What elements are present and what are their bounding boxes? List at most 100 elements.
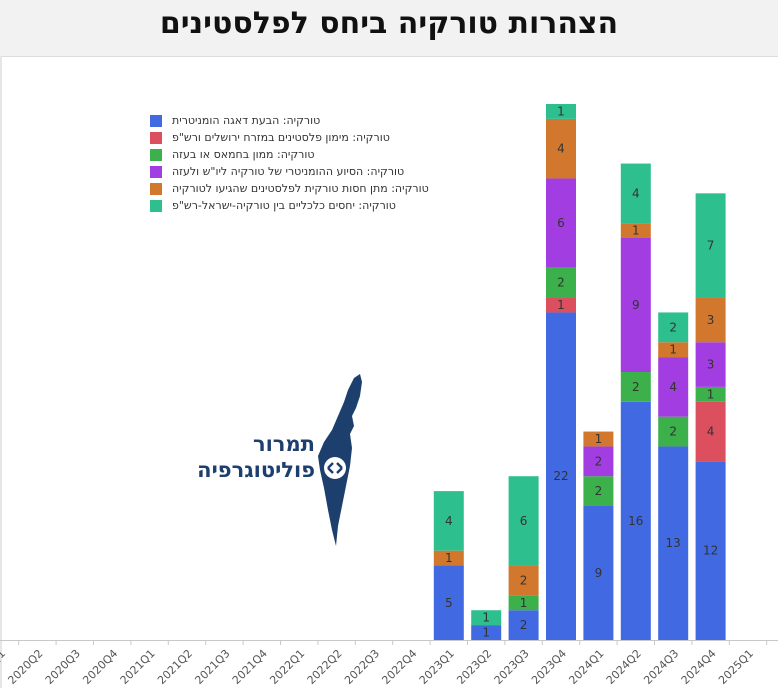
bar-segment: [546, 104, 576, 119]
bar-segment: [695, 297, 726, 343]
x-tick-label: 2020Q4: [80, 647, 120, 687]
legend-label: טורקיה: ממון בחמאס או בעזה: [172, 148, 315, 161]
bar-segment: [583, 476, 614, 506]
legend-item: טורקיה: מימון פלסטינים במזרח ירושלים ורש…: [150, 129, 429, 146]
frame-border: [0, 56, 2, 688]
data-label: 2: [520, 618, 528, 632]
x-tick-label: 0Q1: [0, 647, 8, 672]
bar-segment: [546, 178, 576, 268]
legend-item: טורקיה: הסיוע ההומניטרי של טורקיה ליו"ש …: [150, 163, 429, 180]
data-label: 4: [445, 514, 453, 528]
data-label: 5: [445, 596, 453, 610]
x-tick-label: 2023Q4: [529, 647, 569, 687]
data-label: 22: [553, 469, 568, 483]
data-label: 1: [557, 298, 565, 312]
x-tick-label: 2023Q3: [492, 647, 532, 687]
bar-segment: [546, 118, 576, 179]
legend-item: טורקיה: ממון בחמאס או בעזה: [150, 146, 429, 163]
data-label: 2: [557, 276, 565, 290]
bar-segment: [695, 386, 726, 402]
bar-segment: [620, 163, 651, 224]
bar-segment: [658, 342, 689, 358]
legend-swatch: [150, 131, 162, 144]
bar-segment: [583, 506, 614, 640]
legend-item: טורקיה: מתן חסות טורקית לפלסטינים שהגיעו…: [150, 180, 429, 197]
x-tick-label: 2021Q4: [230, 647, 270, 687]
x-tick-label: 2024Q3: [641, 647, 681, 687]
bar-segment: [620, 223, 651, 238]
bar-segment: [508, 565, 539, 596]
bar-segment: [658, 446, 689, 640]
legend-label: טורקיה: יחסים כלכליים בין טורקיה-ישראל-ר…: [172, 199, 396, 212]
bar-segment: [620, 238, 651, 372]
x-tick-label: 2025Q1: [716, 647, 756, 687]
data-label: 3: [707, 358, 715, 372]
x-tick-label: 2024Q4: [679, 647, 719, 687]
x-tick-label: 2021Q1: [118, 647, 158, 687]
legend-label: טורקיה: הסיוע ההומניטרי של טורקיה ליו"ש …: [172, 165, 405, 178]
bar-segment: [695, 461, 726, 640]
legend-swatch: [150, 182, 162, 195]
bar-segment: [658, 416, 689, 447]
data-label: 4: [557, 142, 565, 156]
map-icon: [318, 374, 362, 546]
bar-segment: [583, 446, 614, 477]
legend-label: טורקיה: מימון פלסטינים במזרח ירושלים ורש…: [172, 131, 390, 144]
bar-segment: [546, 312, 576, 640]
x-tick-label: 2024Q1: [566, 647, 606, 687]
title-bar: הצהרות טורקיה ביחס לפלסטינים: [0, 0, 778, 57]
legend-item: טורקיה: יחסים כלכליים בין טורקיה-ישראל-ר…: [150, 197, 429, 214]
data-label: 1: [445, 551, 453, 565]
data-label: 4: [707, 425, 715, 439]
bar-segment: [695, 401, 726, 462]
legend-swatch: [150, 114, 162, 127]
x-tick-label: 2022Q4: [379, 647, 419, 687]
bar-segment: [471, 610, 502, 626]
data-label: 1: [482, 611, 490, 625]
logo-text-line1: תמרור: [252, 432, 315, 456]
data-label: 13: [666, 536, 681, 550]
legend-label: טורקיה: מתן חסות טורקית לפלסטינים שהגיעו…: [172, 182, 429, 195]
data-label: 2: [595, 484, 603, 498]
data-label: 16: [628, 514, 643, 528]
x-tick-label: 2021Q2: [155, 647, 195, 687]
bar-segment: [433, 491, 464, 551]
bar-segment: [508, 595, 539, 611]
data-label: 9: [632, 298, 640, 312]
bar-segment: [620, 372, 651, 402]
legend-label: טורקיה: הבעת דאגה הומניטרית: [172, 114, 321, 127]
bar-segment: [583, 431, 614, 447]
data-label: 1: [632, 224, 640, 238]
bar-segment: [433, 550, 464, 566]
x-tick-label: 2020Q2: [5, 647, 45, 687]
data-label: 2: [595, 454, 603, 468]
x-tick-label: 2023Q1: [417, 647, 457, 687]
bar-segment: [508, 610, 539, 640]
tamrur-logo: תמרור פוליטוגרפיה: [180, 370, 380, 550]
data-label: 6: [557, 216, 565, 230]
bar-segment: [695, 342, 726, 387]
x-tick-label: 2024Q2: [604, 647, 644, 687]
bar-segment: [546, 297, 576, 313]
bar-segment: [620, 401, 651, 640]
bar-segment: [658, 312, 689, 343]
x-tick-label: 2022Q1: [267, 647, 307, 687]
bar-segment: [658, 357, 689, 417]
data-label: 1: [520, 596, 528, 610]
bar-segment: [433, 565, 464, 640]
logo-text-line2: פוליטוגרפיה: [197, 458, 315, 482]
x-tick-label: 2021Q3: [192, 647, 232, 687]
data-label: 1: [707, 387, 715, 401]
data-label: 1: [482, 626, 490, 640]
data-label: 1: [557, 104, 565, 118]
data-label: 4: [669, 380, 677, 394]
chart-title: הצהרות טורקיה ביחס לפלסטינים: [159, 6, 619, 41]
bar-segment: [546, 267, 576, 298]
legend-swatch: [150, 148, 162, 161]
x-tick-label: 2022Q3: [342, 647, 382, 687]
data-label: 1: [595, 432, 603, 446]
data-label: 2: [669, 320, 677, 334]
legend-swatch: [150, 165, 162, 178]
legend-item: טורקיה: הבעת דאגה הומניטרית: [150, 112, 429, 129]
